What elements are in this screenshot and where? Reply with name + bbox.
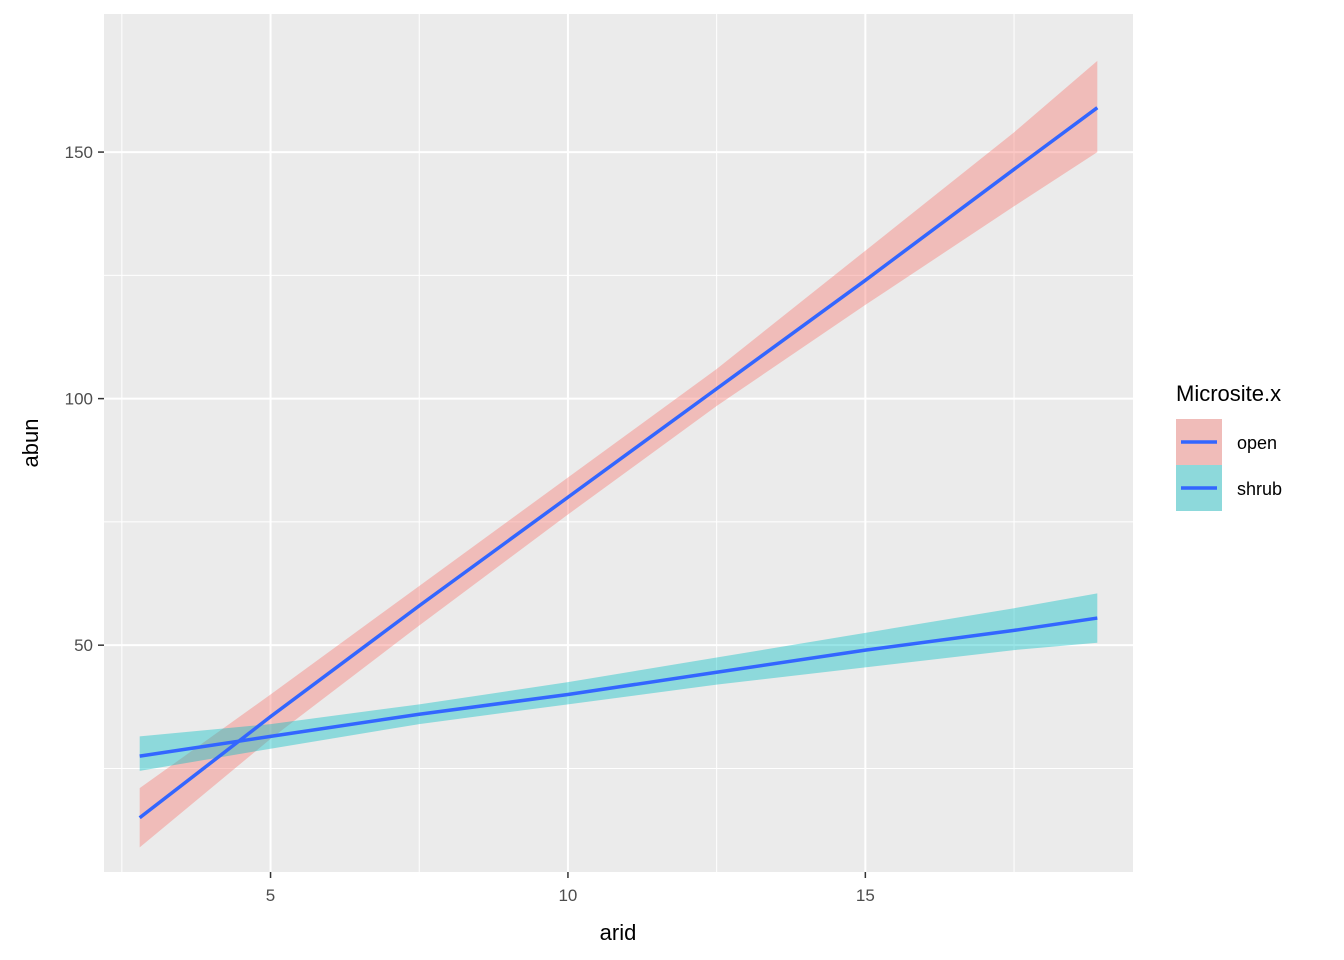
legend: Microsite.x open shrub xyxy=(1176,381,1282,511)
y-tick-label: 50 xyxy=(74,636,93,655)
ribbon-shrub xyxy=(139,593,1098,771)
fit-lines xyxy=(138,106,1099,820)
x-axis: 5 10 15 xyxy=(266,872,875,905)
legend-label-open: open xyxy=(1237,433,1277,453)
grid-major xyxy=(104,14,1133,872)
grid-minor xyxy=(104,14,1133,872)
line-open xyxy=(138,106,1099,820)
y-axis-title: abun xyxy=(18,419,43,468)
y-axis: 50 100 150 xyxy=(65,143,104,655)
y-tick-label: 150 xyxy=(65,143,93,162)
ribbon-open xyxy=(139,60,1098,848)
line-shrub xyxy=(139,616,1098,758)
legend-label-shrub: shrub xyxy=(1237,479,1282,499)
x-axis-title: arid xyxy=(600,920,637,945)
confidence-ribbons xyxy=(139,60,1098,848)
x-tick-label: 10 xyxy=(558,886,577,905)
x-tick-label: 15 xyxy=(856,886,875,905)
y-tick-label: 100 xyxy=(65,390,93,409)
x-tick-label: 5 xyxy=(266,886,275,905)
legend-title: Microsite.x xyxy=(1176,381,1281,406)
plot-panel xyxy=(104,14,1133,872)
legend-items: open shrub xyxy=(1176,419,1282,511)
